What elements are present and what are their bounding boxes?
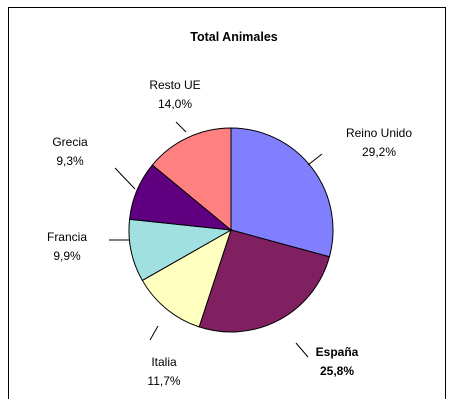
value-label-italia: 11,7% <box>147 374 180 388</box>
value-label-grecia: 9,3% <box>56 154 84 168</box>
chart-title: Total Animales <box>190 30 278 44</box>
label-resto-ue: Resto UE <box>149 78 200 92</box>
leader-line-resto-ue <box>175 121 187 133</box>
slice-resto-ue <box>151 127 232 232</box>
slice-italia <box>141 228 232 328</box>
leader-line-espana <box>295 342 309 358</box>
label-italia: Italia <box>151 355 177 369</box>
label-grecia: Grecia <box>52 135 88 149</box>
value-label-reino-unido: 29,2% <box>362 145 396 159</box>
leader-line-reino-unido <box>307 153 323 166</box>
slice-espana <box>198 229 331 333</box>
label-francia: Francia <box>47 230 87 244</box>
label-espana: España <box>316 345 359 359</box>
leader-line-grecia <box>114 167 136 190</box>
value-label-espana: 25,8% <box>320 364 354 378</box>
slice-reino-unido <box>230 127 334 258</box>
pie-slices <box>128 127 334 333</box>
value-label-francia: 9,9% <box>53 249 81 263</box>
slice-labels: Reino Unido 29,2% España 25,8% Italia 11,7% Fr… <box>47 78 412 388</box>
leader-lines <box>109 121 323 358</box>
leader-line-italia <box>149 325 159 341</box>
value-label-resto-ue: 14,0% <box>158 97 192 111</box>
label-reino-unido: Reino Unido <box>346 126 412 140</box>
